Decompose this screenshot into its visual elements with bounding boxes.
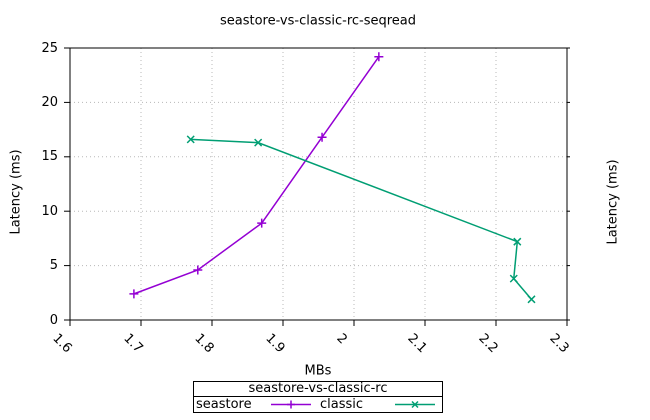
classic-line-sample-icon bbox=[395, 400, 435, 409]
x-axis-label: MBs bbox=[304, 363, 332, 379]
legend-entry-seastore: seastore bbox=[194, 397, 318, 412]
axis-tick-marks bbox=[64, 47, 570, 326]
seastore-line-sample-icon bbox=[271, 400, 311, 409]
legend-entry-classic: classic bbox=[318, 397, 442, 412]
y-tick-label: 0 bbox=[49, 312, 58, 328]
y-tick-label: 25 bbox=[41, 40, 58, 56]
y-axis-label-right: Latency (ms) bbox=[605, 159, 621, 245]
grid-lines bbox=[69, 47, 568, 321]
y-tick-label: 15 bbox=[41, 149, 58, 165]
legend-box: seastore-vs-classic-rc seastore classic bbox=[193, 381, 443, 413]
y-tick-label: 20 bbox=[41, 94, 58, 110]
series-seastore bbox=[129, 52, 384, 299]
plot-border bbox=[69, 47, 568, 321]
y-tick-label: 10 bbox=[41, 203, 58, 219]
y-axis-label-left: Latency (ms) bbox=[8, 149, 24, 235]
legend-title: seastore-vs-classic-rc bbox=[194, 382, 442, 397]
series-classic bbox=[186, 135, 536, 304]
legend-label-seastore: seastore bbox=[196, 396, 252, 412]
y-tick-label: 5 bbox=[49, 258, 58, 274]
chart-title: seastore-vs-classic-rc-seqread bbox=[219, 13, 417, 29]
legend-entries: seastore classic bbox=[194, 397, 442, 412]
legend-label-classic: classic bbox=[320, 396, 364, 412]
